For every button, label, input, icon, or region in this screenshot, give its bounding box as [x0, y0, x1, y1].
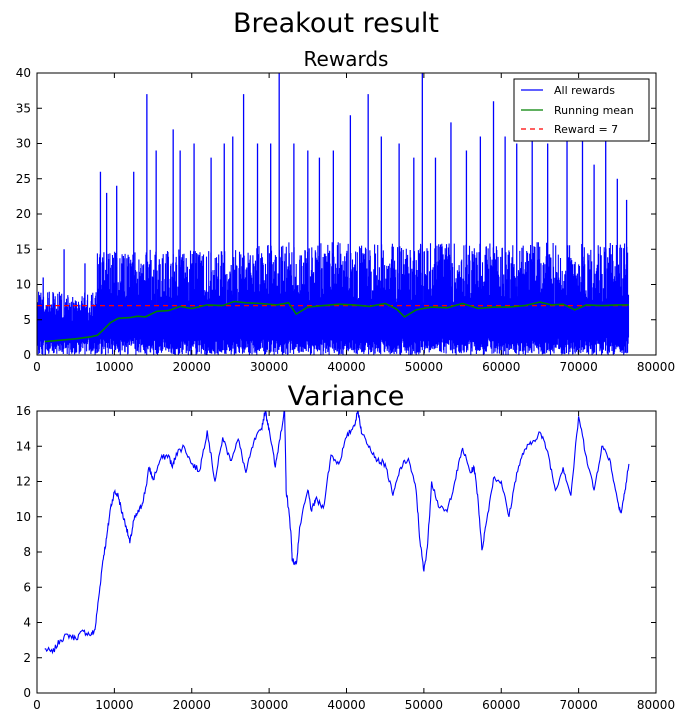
variance-y-tick-label: 16: [16, 404, 31, 418]
rewards-y-tick-label: 15: [16, 242, 31, 256]
rewards-y-tick-label: 20: [16, 207, 31, 221]
rewards-x-tick-label: 60000: [482, 360, 520, 374]
legend-label-running-mean: Running mean: [554, 104, 634, 117]
rewards-y-tick-label: 30: [16, 137, 31, 151]
variance-chart: Variance 0 10000 20000 30000 40000 50000 60000…: [16, 381, 675, 712]
variance-y-tick-label: 4: [23, 616, 31, 630]
figure-title: Breakout result: [233, 8, 439, 39]
rewards-x-tick-label: 0: [33, 360, 41, 374]
legend-label-reward-7: Reward = 7: [554, 123, 618, 136]
series-variance: [44, 411, 630, 655]
variance-x-tick-label: 80000: [637, 698, 675, 712]
rewards-x-tick-label: 40000: [327, 360, 365, 374]
rewards-x-tick-label: 70000: [560, 360, 598, 374]
variance-y-tick-label: 12: [16, 475, 31, 489]
variance-y-tick-label: 8: [23, 545, 31, 559]
rewards-y-tick-label: 40: [16, 66, 31, 80]
variance-y-tick-label: 10: [16, 510, 31, 524]
series-running-mean: [44, 300, 629, 343]
variance-x-tick-label: 50000: [405, 698, 443, 712]
rewards-x-tick-label: 80000: [637, 360, 675, 374]
variance-y-tick-label: 14: [16, 439, 31, 453]
rewards-x-tick-label: 50000: [405, 360, 443, 374]
variance-x-tick-label: 20000: [173, 698, 211, 712]
rewards-y-tick-label: 10: [16, 278, 31, 292]
rewards-x-tick-label: 20000: [173, 360, 211, 374]
variance-chart-title: Variance: [288, 381, 405, 412]
rewards-legend: All rewards Running mean Reward = 7: [513, 78, 650, 142]
variance-x-tick-label: 40000: [327, 698, 365, 712]
rewards-chart-title: Rewards: [304, 47, 389, 71]
variance-x-tick-label: 70000: [560, 698, 598, 712]
variance-y-tick-label: 6: [23, 580, 31, 594]
variance-y-tick-label: 0: [23, 686, 31, 700]
variance-x-tick-label: 60000: [482, 698, 520, 712]
variance-y-tick-label: 2: [23, 651, 31, 665]
rewards-y-tick-label: 5: [23, 313, 31, 327]
legend-label-all-rewards: All rewards: [554, 84, 615, 97]
variance-x-tick-label: 0: [33, 698, 41, 712]
rewards-x-tick-label: 30000: [250, 360, 288, 374]
rewards-chart: Rewards 0 10000 20000 30000 40000 50000 60000 7…: [16, 47, 675, 374]
variance-x-tick-label: 10000: [95, 698, 133, 712]
variance-plot-frame: [36, 410, 657, 694]
rewards-y-tick-label: 0: [23, 348, 31, 362]
rewards-y-tick-label: 25: [16, 172, 31, 186]
variance-x-tick-label: 30000: [250, 698, 288, 712]
rewards-x-tick-label: 10000: [95, 360, 133, 374]
rewards-y-tick-label: 35: [16, 101, 31, 115]
